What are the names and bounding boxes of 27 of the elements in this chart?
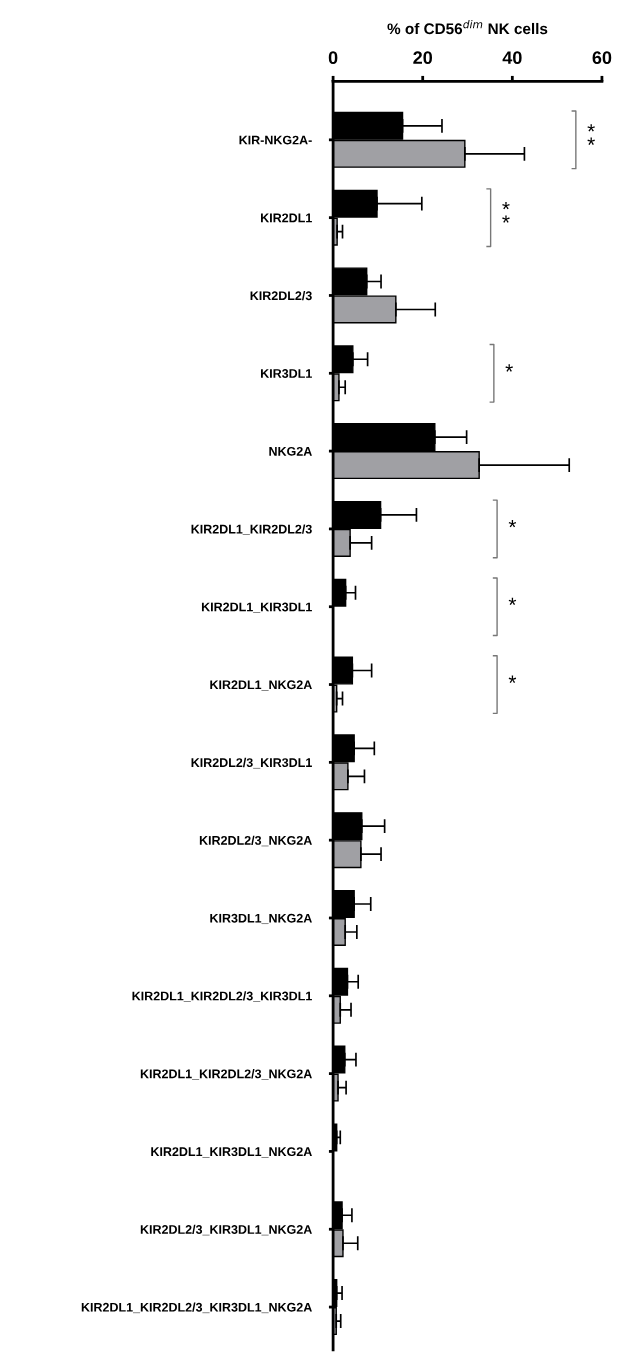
y-tick-label: KIR2DL1_KIR2DL2/3_KIR3DL1 xyxy=(132,991,312,1002)
y-tick-label: KIR2DL1_NKG2A xyxy=(210,680,312,691)
y-tick-label: KIR2DL2/3_KIR3DL1 xyxy=(191,757,312,769)
x-tick-label: 60 xyxy=(592,51,612,65)
y-tick-label: KIR2DL1_KIR3DL1 xyxy=(201,602,312,613)
annotation: * xyxy=(505,364,513,372)
y-tick-label: KIR2DL2/3_KIR3DL1_NKG2A xyxy=(140,1224,312,1236)
y-tick-label: KIR2DL1_KIR2DL2/3_KIR3DL1_NKG2A xyxy=(81,1302,312,1314)
x-tick-label: 40 xyxy=(502,51,522,65)
annotation: ** xyxy=(502,202,510,223)
y-tick-label: NKG2A xyxy=(269,446,312,456)
y-tick-label: KIR3DL1 xyxy=(261,369,312,378)
y-tick-label: KIR2DL1_KIR2DL2/3_NKG2A xyxy=(140,1069,312,1080)
x-tick-label: 0 xyxy=(328,51,338,65)
y-tick-label: KIR2DL1_KIR2DL2/3 xyxy=(191,524,312,535)
annotation: * xyxy=(508,519,517,528)
y-tick-label: KIR2DL2/3_NKG2A xyxy=(199,835,312,847)
x-axis-title: % of CD56$^{dim}$ NK cells xyxy=(387,20,548,35)
annotation: * xyxy=(508,597,517,606)
annotation: ** xyxy=(587,124,595,145)
y-tick-label: KIR3DL1_NKG2A xyxy=(210,913,312,925)
y-tick-label: KIR2DL2/3 xyxy=(250,290,312,301)
annotation: * xyxy=(508,675,517,683)
y-tick-label: KIR2DL1_KIR3DL1_NKG2A xyxy=(151,1147,312,1158)
y-tick-label: KIR2DL1 xyxy=(261,213,312,223)
y-tick-label: KIR-NKG2A- xyxy=(239,135,312,145)
x-tick-label: 20 xyxy=(413,51,433,65)
